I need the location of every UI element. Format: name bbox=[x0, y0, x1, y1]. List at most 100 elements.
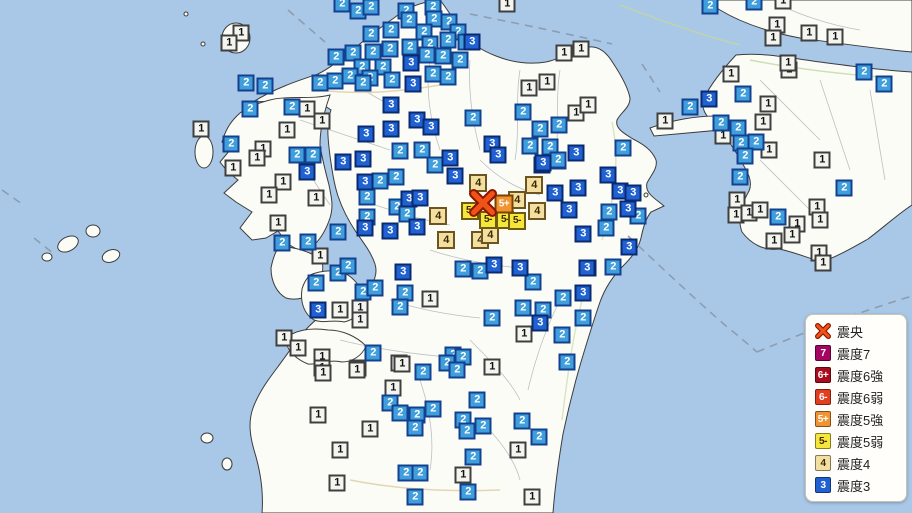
intensity-2-marker: 2 bbox=[550, 116, 568, 134]
legend-label: 震度4 bbox=[837, 456, 871, 472]
islet-2 bbox=[200, 41, 206, 47]
intensity-2-marker: 2 bbox=[327, 48, 345, 66]
intensity-1-marker: 1 bbox=[764, 29, 782, 47]
intensity-2-marker: 2 bbox=[769, 208, 787, 226]
intensity-2-marker: 2 bbox=[400, 11, 418, 29]
intensity-3-marker: 3 bbox=[511, 259, 529, 277]
intensity-3-marker: 3 bbox=[382, 120, 400, 138]
legend-item-3: 3 震度3 bbox=[815, 476, 897, 494]
legend-label: 震央 bbox=[837, 324, 864, 340]
intensity-2-marker: 2 bbox=[471, 262, 489, 280]
intensity-6plus-icon: 6+ bbox=[815, 367, 831, 383]
legend-item-5minus: 5- 震度5弱 bbox=[815, 432, 897, 450]
intensity-3-marker: 3 bbox=[624, 184, 642, 202]
intensity-1-marker: 1 bbox=[361, 420, 379, 438]
intensity-1-marker: 1 bbox=[515, 325, 533, 343]
intensity-3-marker: 3 bbox=[411, 189, 429, 207]
intensity-3-marker: 3 bbox=[574, 284, 592, 302]
legend-item-4: 4 震度4 bbox=[815, 454, 897, 472]
intensity-3-marker: 3 bbox=[599, 166, 617, 184]
intensity-3-marker: 3 bbox=[463, 33, 481, 51]
intensity-2-marker: 2 bbox=[448, 361, 466, 379]
intensity-2-marker: 2 bbox=[354, 74, 372, 92]
goto-island-3 bbox=[101, 249, 121, 263]
intensity-3-marker: 3 bbox=[485, 256, 503, 274]
intensity-2-marker: 2 bbox=[283, 98, 301, 116]
intensity-1-marker: 1 bbox=[774, 0, 792, 10]
intensity-1-marker: 1 bbox=[814, 254, 832, 272]
intensity-1-marker: 1 bbox=[313, 112, 331, 130]
intensity-2-marker: 2 bbox=[604, 258, 622, 276]
intensity-3-marker: 3 bbox=[394, 263, 412, 281]
intensity-2-marker: 2 bbox=[329, 223, 347, 241]
intensity-1-marker: 1 bbox=[311, 247, 329, 265]
intensity-3-marker: 3 bbox=[569, 179, 587, 197]
intensity-2-marker: 2 bbox=[513, 412, 531, 430]
legend-label: 震度5強 bbox=[837, 412, 884, 428]
intensity-1-marker: 1 bbox=[538, 73, 556, 91]
intensity-2-marker: 2 bbox=[747, 133, 765, 151]
legend-item-6plus: 6+ 震度6強 bbox=[815, 366, 897, 384]
intensity-2-marker: 2 bbox=[381, 40, 399, 58]
intensity-2-marker: 2 bbox=[382, 21, 400, 39]
intensity-2-marker: 2 bbox=[434, 47, 452, 65]
intensity-1-marker: 1 bbox=[260, 186, 278, 204]
intensity-5+-marker: 5+ bbox=[494, 194, 514, 214]
intensity-3-marker: 3 bbox=[531, 314, 549, 332]
intensity-3-marker: 3 bbox=[578, 259, 596, 277]
intensity-1-marker: 1 bbox=[192, 120, 210, 138]
intensity-2-marker: 2 bbox=[364, 344, 382, 362]
intensity-2-marker: 2 bbox=[530, 428, 548, 446]
legend-label: 震度6弱 bbox=[837, 390, 884, 406]
legend-item-5plus: 5+ 震度5強 bbox=[815, 410, 897, 428]
intensity-2-marker: 2 bbox=[418, 46, 436, 64]
intensity-3-marker: 3 bbox=[446, 167, 464, 185]
intensity-2-marker: 2 bbox=[458, 422, 476, 440]
intensity-2-marker: 2 bbox=[401, 38, 419, 56]
intensity-3-marker: 3 bbox=[356, 219, 374, 237]
intensity-2-marker: 2 bbox=[366, 279, 384, 297]
intensity-3-marker: 3 bbox=[620, 238, 638, 256]
intensity-2-marker: 2 bbox=[514, 103, 532, 121]
intensity-2-marker: 2 bbox=[374, 58, 392, 76]
intensity-1-marker: 1 bbox=[307, 189, 325, 207]
intensity-1-marker: 1 bbox=[779, 54, 797, 72]
intensity-2-marker: 2 bbox=[734, 85, 752, 103]
intensity-2-marker: 2 bbox=[256, 77, 274, 95]
intensity-2-marker: 2 bbox=[681, 98, 699, 116]
legend-item-6minus: 6- 震度6弱 bbox=[815, 388, 897, 406]
intensity-1-marker: 1 bbox=[800, 24, 818, 42]
intensity-2-marker: 2 bbox=[424, 400, 442, 418]
intensity-2-marker: 2 bbox=[383, 71, 401, 89]
intensity-1-marker: 1 bbox=[751, 201, 769, 219]
intensity-2-marker: 2 bbox=[731, 168, 749, 186]
intensity-2-marker: 2 bbox=[411, 464, 429, 482]
intensity-2-marker: 2 bbox=[406, 488, 424, 506]
intensity-2-marker: 2 bbox=[387, 168, 405, 186]
intensity-3-marker: 3 bbox=[357, 125, 375, 143]
amakusa-lower bbox=[286, 328, 367, 365]
intensity-1-marker: 1 bbox=[759, 95, 777, 113]
intensity-2-marker: 2 bbox=[483, 309, 501, 327]
intensity-3-marker: 3 bbox=[574, 225, 592, 243]
intensity-1-marker: 1 bbox=[289, 339, 307, 357]
intensity-2-marker: 2 bbox=[558, 353, 576, 371]
goto-island-4 bbox=[41, 252, 53, 262]
islet-1 bbox=[183, 11, 189, 17]
intensity-1-marker: 1 bbox=[421, 290, 439, 308]
intensity-2-marker: 2 bbox=[333, 0, 351, 13]
intensity-2-marker: 2 bbox=[736, 147, 754, 165]
intensity-2-marker: 2 bbox=[553, 326, 571, 344]
intensity-2-marker: 2 bbox=[391, 142, 409, 160]
intensity-1-marker: 1 bbox=[278, 121, 296, 139]
intensity-3-marker: 3 bbox=[408, 218, 426, 236]
intensity-2-marker: 2 bbox=[391, 298, 409, 316]
intensity-7-icon: 7 bbox=[815, 345, 831, 361]
intensity-2-marker: 2 bbox=[549, 151, 567, 169]
intensity-1-marker: 1 bbox=[331, 301, 349, 319]
intensity-2-marker: 2 bbox=[464, 448, 482, 466]
intensity-2-marker: 2 bbox=[362, 25, 380, 43]
legend-item-7: 7 震度7 bbox=[815, 344, 897, 362]
intensity-1-marker: 1 bbox=[309, 406, 327, 424]
